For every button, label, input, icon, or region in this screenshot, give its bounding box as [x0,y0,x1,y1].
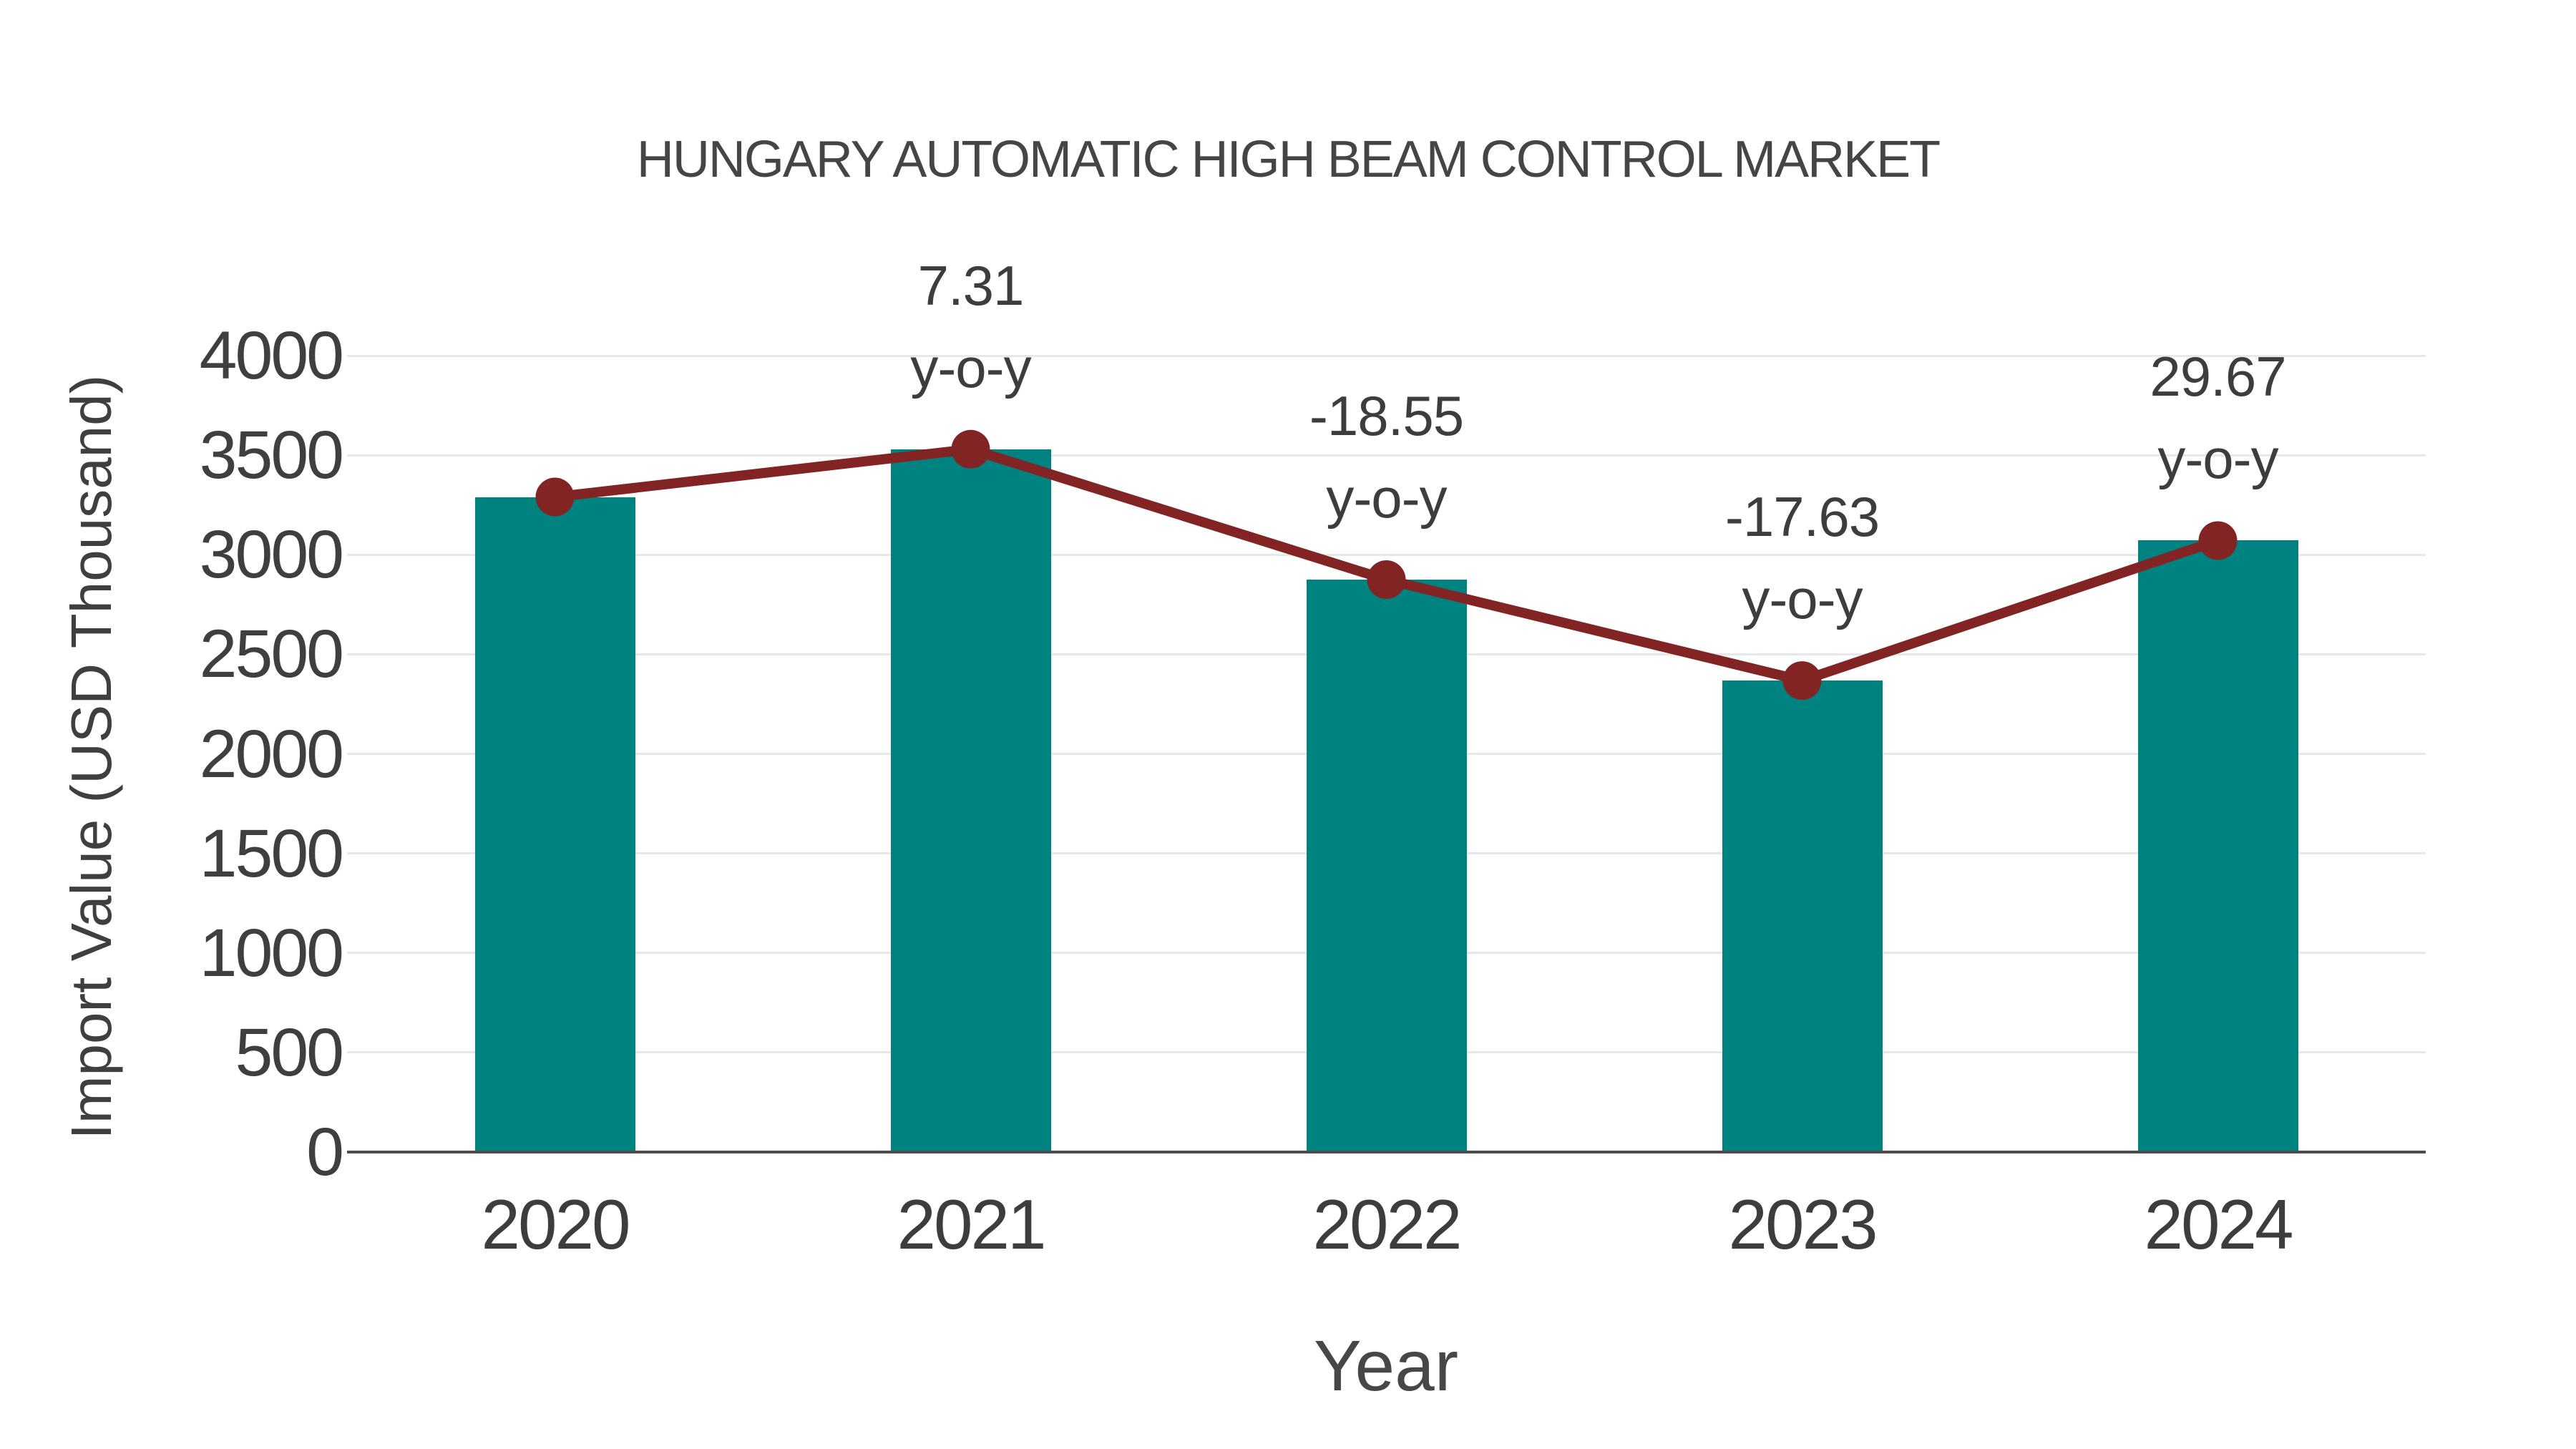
x-axis-title: Year [1313,1326,1459,1406]
yoy-unit: y-o-y [1742,567,1863,631]
yoy-unit: y-o-y [2157,427,2278,491]
yoy-unit: y-o-y [910,336,1031,399]
yoy-value: 29.67 [2150,345,2286,409]
x-tick-label: 2021 [897,1185,1046,1264]
chart-title: HUNGARY AUTOMATIC HIGH BEAM CONTROL MARK… [636,131,1941,188]
bar-2021 [890,449,1051,1152]
gridline-4000 [347,354,2426,357]
yoy-label-2022: -18.55 y-o-y [1309,375,1464,540]
y-tick-label: 1500 [199,815,344,892]
data-point-marker-2020 [535,477,575,517]
x-axis-line [347,1151,2426,1153]
y-tick-label: 0 [306,1114,344,1190]
yoy-value: -17.63 [1724,485,1880,549]
bar-2020 [474,497,635,1152]
y-tick-label: 2000 [199,716,344,792]
gridline-3500 [347,454,2426,457]
y-tick-label: 3500 [199,417,344,494]
bar-2023 [1722,680,1883,1152]
bar-2022 [1306,580,1467,1152]
data-point-marker-2024 [2198,521,2238,560]
x-tick-label: 2024 [2144,1185,2293,1264]
y-tick-label: 1000 [199,914,344,991]
data-point-marker-2021 [951,429,990,469]
y-tick-label: 2500 [199,616,344,693]
y-tick-label: 3000 [199,517,344,593]
yoy-label-2024: 29.67 y-o-y [2150,336,2286,500]
data-point-marker-2022 [1367,560,1406,600]
y-tick-label: 4000 [199,318,344,394]
yoy-label-2023: -17.63 y-o-y [1724,476,1880,640]
x-tick-label: 2023 [1728,1185,1878,1264]
yoy-label-2021: 7.31 y-o-y [910,245,1031,409]
yoy-value: -18.55 [1309,384,1464,448]
bar-2024 [2137,540,2298,1152]
gridline-3000 [347,553,2426,556]
x-tick-label: 2022 [1312,1185,1462,1264]
y-tick-label: 500 [235,1014,344,1091]
x-tick-label: 2020 [481,1185,630,1264]
data-point-marker-2023 [1782,661,1822,701]
yoy-unit: y-o-y [1326,467,1447,530]
yoy-value: 7.31 [917,253,1025,317]
